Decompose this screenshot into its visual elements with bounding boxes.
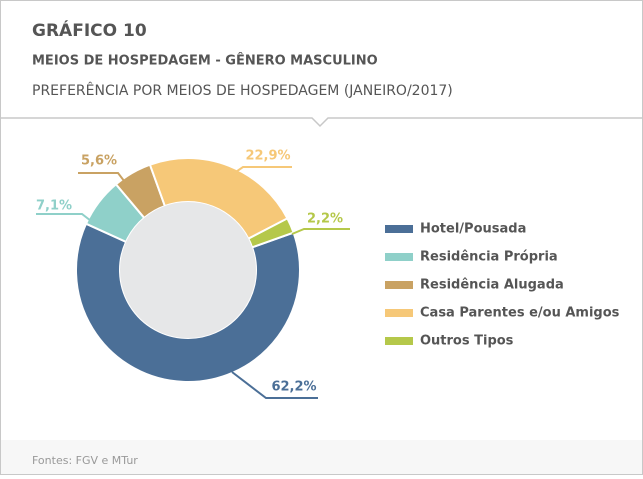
legend-swatch (385, 309, 413, 317)
leader-line (36, 213, 101, 229)
data-label: 5,6% (81, 154, 117, 169)
data-label: 62,2% (271, 380, 316, 395)
legend-swatch (385, 225, 413, 233)
footer-bg (1, 440, 642, 474)
legend-label: Outros Tipos (420, 334, 514, 349)
legend-label: Hotel/Pousada (420, 222, 526, 237)
data-label: 7,1% (36, 199, 72, 214)
source: Fontes: FGV e MTur (32, 454, 138, 467)
data-label: 2,2% (307, 212, 343, 227)
chart-title: GRÁFICO 10 (32, 19, 147, 41)
leader-line (229, 166, 292, 177)
legend-swatch (385, 337, 413, 345)
chart-subtitle: MEIOS DE HOSPEDAGEM - GÊNERO MASCULINO (32, 53, 378, 69)
leader-line (78, 172, 129, 187)
leader-line (291, 228, 350, 235)
legend-label: Residência Alugada (420, 278, 564, 293)
donut-hole (120, 202, 256, 338)
leader-line (231, 371, 318, 399)
legend-swatch (385, 281, 413, 289)
legend-label: Residência Própria (420, 250, 558, 265)
data-label: 22,9% (245, 149, 290, 164)
legend-label: Casa Parentes e/ou Amigos (420, 306, 620, 321)
separator (1, 117, 642, 128)
legend-swatch (385, 253, 413, 261)
chart-description: PREFERÊNCIA POR MEIOS DE HOSPEDAGEM (JAN… (32, 81, 453, 99)
